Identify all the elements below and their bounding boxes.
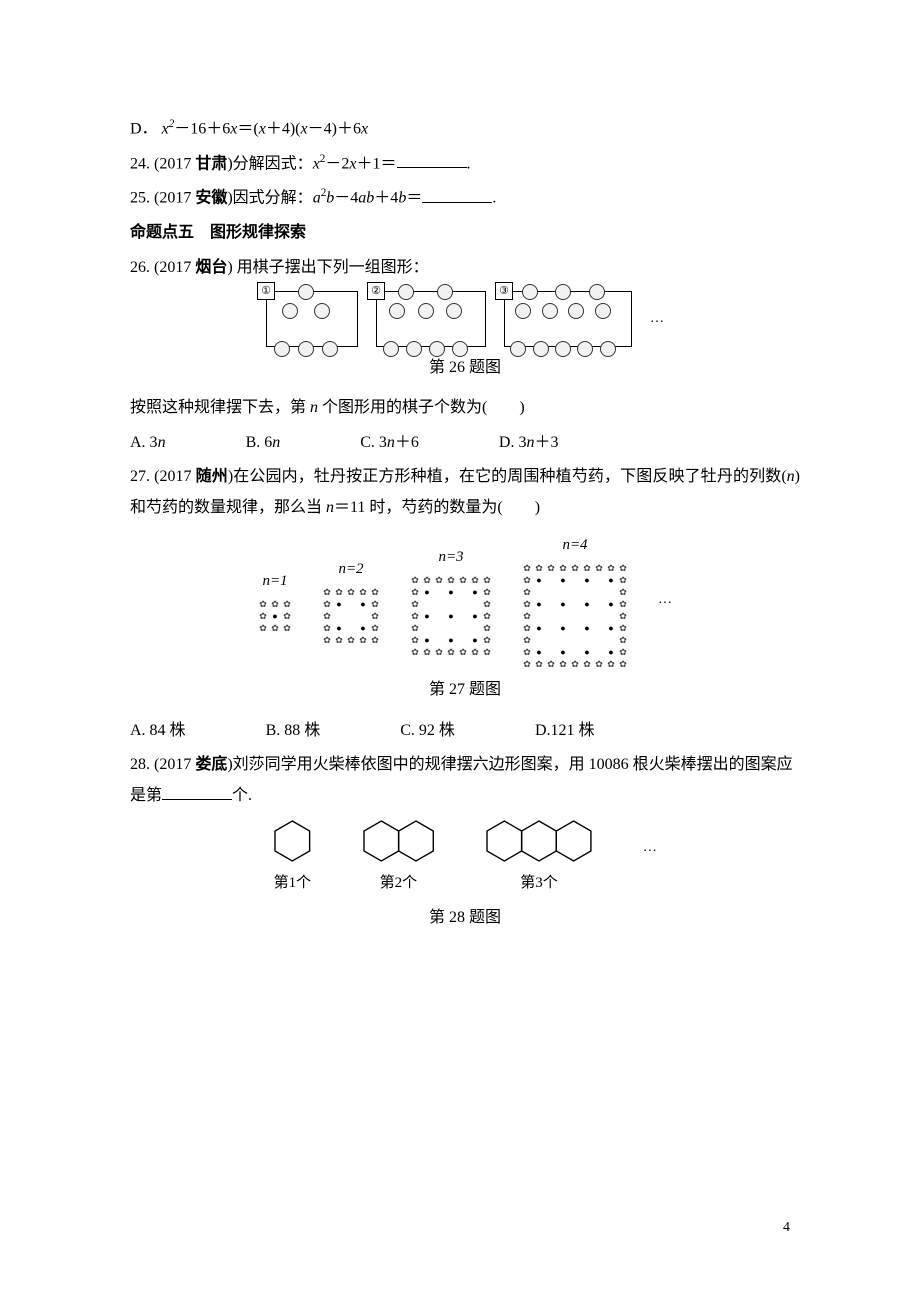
q26-panel: ① bbox=[266, 291, 358, 347]
qD-label: D． bbox=[130, 120, 158, 137]
q27-panel: n=4 bbox=[522, 531, 628, 670]
q28-prefix: 28. (2017 bbox=[130, 756, 195, 773]
topic5: 命题点五 图形规律探索 bbox=[130, 218, 800, 248]
q25-mid: )因式分解： bbox=[227, 190, 312, 207]
q28-province: 娄底 bbox=[195, 756, 227, 773]
q24-blank bbox=[397, 151, 467, 168]
page-number: 4 bbox=[783, 1215, 790, 1242]
q28-caption: 第 28 题图 bbox=[130, 903, 800, 933]
q27-panel: n=2 bbox=[322, 555, 380, 646]
q26-caption: 第 26 题图 bbox=[130, 353, 800, 383]
q25-prefix: 25. (2017 bbox=[130, 190, 195, 207]
q27-panel: n=1 bbox=[258, 567, 292, 634]
q26-mid: ) 用棋子摆出下列一组图形： bbox=[227, 259, 428, 276]
q26-line1: 26. (2017 烟台) 用棋子摆出下列一组图形： bbox=[130, 253, 800, 283]
page: D． x2－16＋6x＝(x＋4)(x－4)＋6x 24. (2017 甘肃)分… bbox=[0, 0, 920, 1302]
q25-province: 安徽 bbox=[195, 190, 227, 207]
q28-blank bbox=[162, 783, 232, 800]
q28-tail: 个. bbox=[232, 787, 252, 804]
q28-line: 28. (2017 娄底)刘莎同学用火柴棒依图中的规律摆六边形图案，用 1008… bbox=[130, 750, 800, 811]
q26-opt-B: B. 6n bbox=[246, 428, 281, 458]
q27-opt-C: C. 92 株 bbox=[400, 716, 455, 746]
qD-expr: x bbox=[162, 120, 169, 137]
q26-province: 烟台 bbox=[195, 259, 227, 276]
q27-province: 随州 bbox=[196, 468, 228, 485]
q26-prefix: 26. (2017 bbox=[130, 259, 195, 276]
q28-panel: 第1个 bbox=[273, 819, 312, 898]
q24-mid: )分解因式： bbox=[227, 155, 312, 172]
q27-options: A. 84 株 B. 88 株 C. 92 株 D.121 株 bbox=[130, 716, 800, 746]
qD-line: D． x2－16＋6x＝(x＋4)(x－4)＋6x bbox=[130, 114, 800, 145]
q24-prefix: 24. (2017 bbox=[130, 155, 195, 172]
q28-panel: 第2个 bbox=[362, 819, 435, 898]
q28-figure: 第1个第2个第3个… bbox=[130, 819, 800, 898]
q27-opt-B: B. 88 株 bbox=[266, 716, 321, 746]
q26-options: A. 3n B. 6n C. 3n＋6 D. 3n＋3 bbox=[130, 428, 800, 458]
q24-tail: . bbox=[467, 155, 471, 172]
q25-blank bbox=[422, 186, 492, 203]
q25-line: 25. (2017 安徽)因式分解：a2b－4ab＋4b＝. bbox=[130, 183, 800, 214]
q26-question: 按照这种规律摆下去，第 n 个图形用的棋子个数为( ) bbox=[130, 393, 800, 423]
q27-opt-D: D.121 株 bbox=[535, 716, 595, 746]
q26-panel: ② bbox=[376, 291, 486, 347]
q25-tail: . bbox=[492, 190, 496, 207]
q27-figure: n=1n=2n=3n=4… bbox=[130, 531, 800, 670]
q24-line: 24. (2017 甘肃)分解因式：x2－2x＋1＝. bbox=[130, 149, 800, 180]
q27-opt-A: A. 84 株 bbox=[130, 716, 186, 746]
q28-panel: 第3个 bbox=[485, 819, 593, 898]
q27-line: 27. (2017 随州)在公园内，牡丹按正方形种植，在它的周围种植芍药，下图反… bbox=[130, 462, 800, 523]
q27-panel: n=3 bbox=[410, 543, 492, 658]
q26-panel: ③ bbox=[504, 291, 632, 347]
q27-prefix: 27. (2017 bbox=[130, 468, 196, 485]
q26-opt-C: C. 3n＋6 bbox=[360, 428, 419, 458]
q26-opt-D: D. 3n＋3 bbox=[499, 428, 559, 458]
q26-opt-A: A. 3n bbox=[130, 428, 166, 458]
q26-figure: ①②③… bbox=[130, 291, 800, 347]
q27-caption: 第 27 题图 bbox=[130, 675, 800, 705]
q24-province: 甘肃 bbox=[195, 155, 227, 172]
